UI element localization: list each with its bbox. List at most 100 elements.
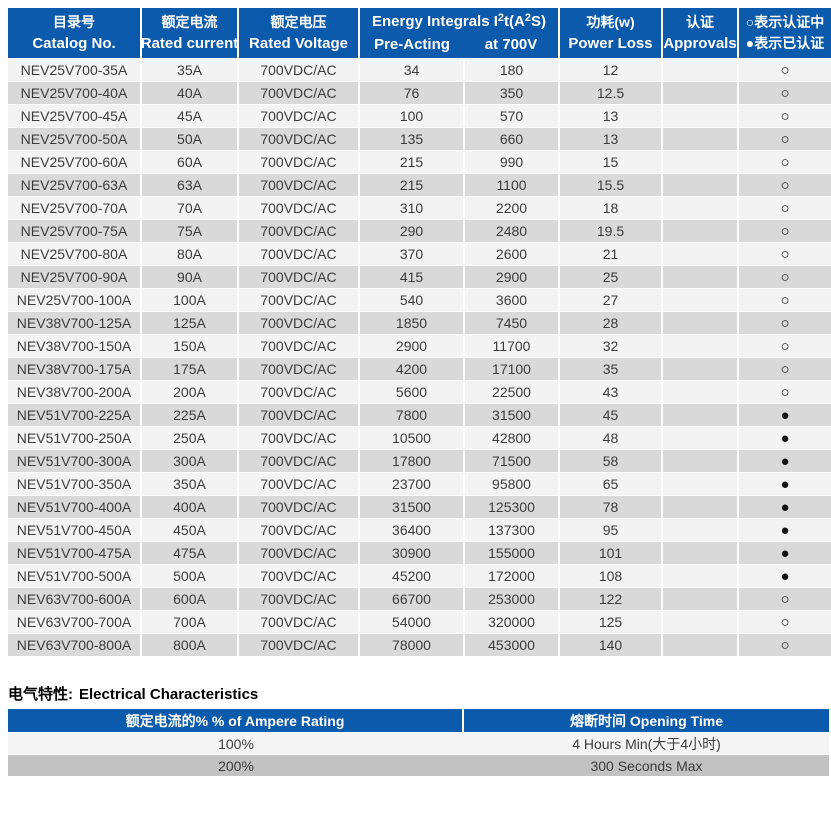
power-loss-cell: 12.5 [560,82,663,104]
pre-acting-cell: 31500 [360,496,465,518]
section-title-zh: 电气特性: [8,686,73,703]
at-700v-cell: 95800 [465,473,560,495]
power-loss-cell: 122 [560,588,663,610]
approvals-cell [663,588,739,610]
header-energy-integrals: Energy Integrals I2t(A2S) Pre-Acting at … [360,8,560,58]
certified-circle-icon: ● [780,475,790,493]
at-700v-cell: 2200 [465,197,560,219]
table-row: NEV63V700-700A 700A 700VDC/AC 54000 320000 12… [8,610,831,633]
pre-acting-cell: 17800 [360,450,465,472]
approvals-cell [663,427,739,449]
pre-acting-cell: 54000 [360,611,465,633]
status-cell: ● [739,565,831,587]
approvals-cell [663,289,739,311]
table-row: NEV25V700-50A 50A 700VDC/AC 135 660 13 ○ [8,127,831,150]
certified-circle-icon: ● [780,406,790,424]
rated-voltage-cell: 700VDC/AC [239,358,360,380]
table-row: NEV51V700-475A 475A 700VDC/AC 30900 155000 10… [8,541,831,564]
rated-voltage-cell: 700VDC/AC [239,59,360,81]
rated-current-cell: 500A [142,565,239,587]
pending-circle-icon: ○ [780,199,790,217]
pre-acting-cell: 66700 [360,588,465,610]
table-row: NEV51V700-500A 500A 700VDC/AC 45200 172000 10… [8,564,831,587]
catalog-cell: NEV25V700-75A [8,220,142,242]
pre-acting-cell: 4200 [360,358,465,380]
table-row: NEV25V700-60A 60A 700VDC/AC 215 990 15 ○ [8,150,831,173]
at-700v-cell: 42800 [465,427,560,449]
status-cell: ○ [739,59,831,81]
pending-circle-icon: ○ [780,636,790,654]
rated-current-cell: 450A [142,519,239,541]
catalog-cell: NEV51V700-500A [8,565,142,587]
at-700v-cell: 17100 [465,358,560,380]
approvals-cell [663,335,739,357]
power-loss-cell: 35 [560,358,663,380]
rated-voltage-cell: 700VDC/AC [239,611,360,633]
power-loss-cell: 15 [560,151,663,173]
power-loss-cell: 12 [560,59,663,81]
rated-voltage-cell: 700VDC/AC [239,335,360,357]
rated-current-cell: 400A [142,496,239,518]
pre-acting-cell: 2900 [360,335,465,357]
pending-circle-icon: ○ [780,153,790,171]
approvals-cell [663,312,739,334]
rated-current-cell: 475A [142,542,239,564]
power-loss-cell: 78 [560,496,663,518]
header-approvals-zh: 认证 [686,14,714,30]
header-current-en: Rated current [140,35,239,52]
header-catalog-zh: 目录号 [53,14,95,30]
table-row: NEV38V700-125A 125A 700VDC/AC 1850 7450 28 ○ [8,311,831,334]
catalog-cell: NEV38V700-150A [8,335,142,357]
status-cell: ○ [739,588,831,610]
approvals-cell [663,151,739,173]
rated-current-cell: 100A [142,289,239,311]
approvals-cell [663,634,739,656]
rated-voltage-cell: 700VDC/AC [239,289,360,311]
certified-circle-icon: ● [780,544,790,562]
rated-voltage-cell: 700VDC/AC [239,266,360,288]
status-cell: ● [739,450,831,472]
table-row: NEV25V700-70A 70A 700VDC/AC 310 2200 18 ○ [8,196,831,219]
status-cell: ○ [739,82,831,104]
rated-voltage-cell: 700VDC/AC [239,427,360,449]
rated-voltage-cell: 700VDC/AC [239,473,360,495]
pre-acting-cell: 135 [360,128,465,150]
catalog-cell: NEV25V700-60A [8,151,142,173]
table-row: NEV51V700-225A 225A 700VDC/AC 7800 31500 45 ● [8,403,831,426]
power-loss-cell: 65 [560,473,663,495]
percent-rating-cell: 200% [218,757,254,774]
approvals-cell [663,59,739,81]
status-cell: ● [739,542,831,564]
rated-current-cell: 60A [142,151,239,173]
approvals-cell [663,128,739,150]
power-loss-cell: 19.5 [560,220,663,242]
catalog-cell: NEV51V700-250A [8,427,142,449]
catalog-cell: NEV63V700-700A [8,611,142,633]
catalog-cell: NEV51V700-225A [8,404,142,426]
approvals-cell [663,358,739,380]
at-700v-cell: 7450 [465,312,560,334]
header-catalog-en: Catalog No. [32,35,116,52]
catalog-cell: NEV38V700-200A [8,381,142,403]
approvals-cell [663,404,739,426]
pre-acting-cell: 45200 [360,565,465,587]
pending-circle-icon: ○ [780,314,790,332]
main-table-body: NEV25V700-35A 35A 700VDC/AC 34 180 12 ○ NEV25V7… [8,58,831,656]
power-loss-cell: 28 [560,312,663,334]
catalog-cell: NEV63V700-800A [8,634,142,656]
status-cell: ○ [739,128,831,150]
table-row: NEV51V700-350A 350A 700VDC/AC 23700 95800 65 ● [8,472,831,495]
catalog-cell: NEV51V700-300A [8,450,142,472]
pending-circle-icon: ○ [780,222,790,240]
pre-acting-cell: 78000 [360,634,465,656]
header-status-legend: ○表示认证中 ●表示已认证 [739,8,831,58]
power-loss-cell: 108 [560,565,663,587]
catalog-cell: NEV51V700-350A [8,473,142,495]
header-approvals-en: Approvals [663,35,737,52]
header-voltage-zh: 额定电压 [270,14,327,30]
section-title: 电气特性: Electrical Characteristics [8,683,831,703]
status-cell: ○ [739,358,831,380]
rated-voltage-cell: 700VDC/AC [239,381,360,403]
at-700v-cell: 2480 [465,220,560,242]
status-cell: ● [739,496,831,518]
